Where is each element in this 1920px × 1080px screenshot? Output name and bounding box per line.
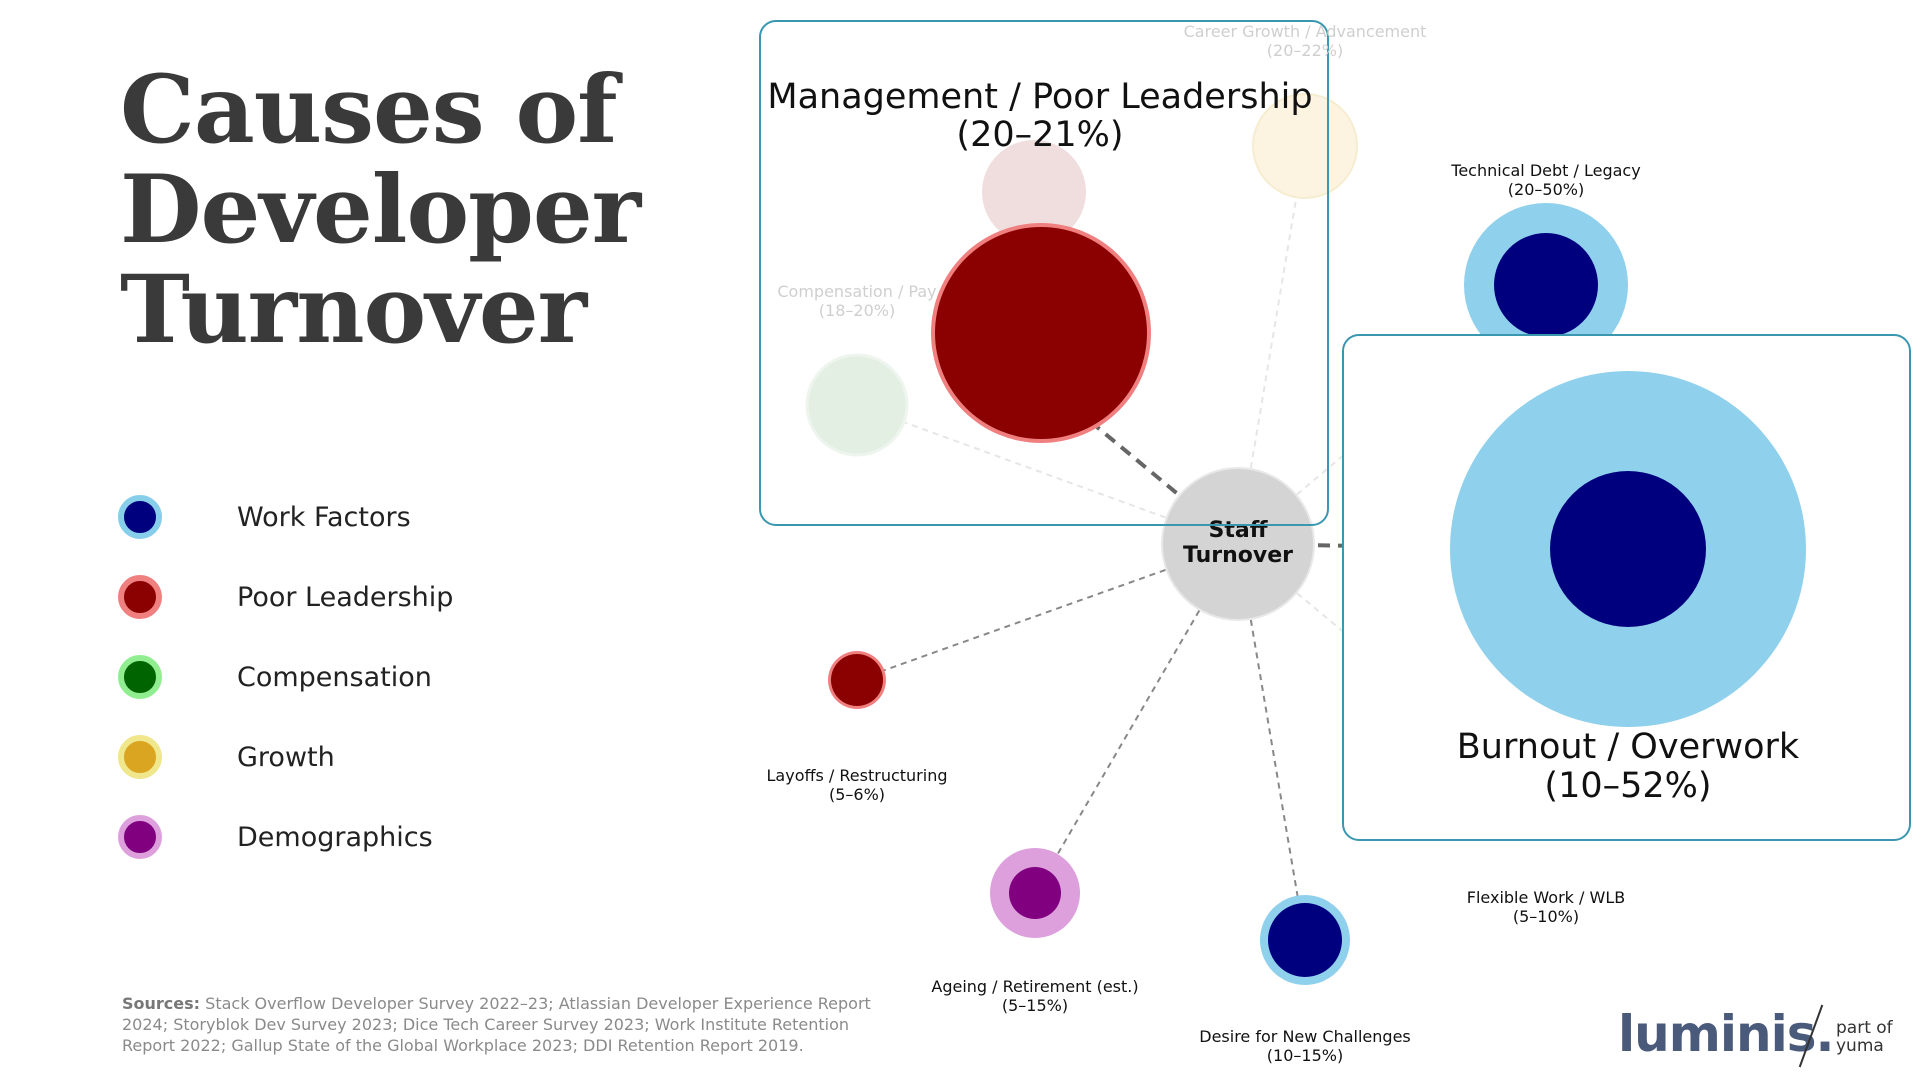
legend-swatch-poor-leadership	[118, 575, 162, 619]
sources-note: Sources: Stack Overflow Developer Survey…	[122, 993, 902, 1056]
legend-swatch-demographics	[118, 815, 162, 859]
title-line-3: Turnover	[120, 255, 587, 365]
label-technical-debt-name: Technical Debt / Legacy	[1450, 161, 1640, 180]
label-management-name: Management / Poor Leadership	[767, 77, 1312, 117]
legend-item-compensation: Compensation	[118, 655, 518, 703]
brand-name: luminis.	[1618, 1005, 1834, 1063]
label-career-growth-name: Career Growth / Advancement	[1184, 22, 1427, 41]
label-layoffs-name: Layoffs / Restructuring	[767, 766, 948, 785]
sources-text: Stack Overflow Developer Survey 2022–23;…	[122, 994, 871, 1055]
legend-swatch-compensation	[118, 655, 162, 699]
brand-sub-line-2: yuma	[1836, 1036, 1884, 1056]
brand-sub: part of yuma	[1836, 1019, 1893, 1055]
node-ageing-core	[1009, 867, 1061, 919]
label-desire-new-challenges-name: Desire for New Challenges	[1199, 1027, 1411, 1046]
brand-sub-line-1: part of	[1836, 1018, 1893, 1038]
label-desire-new-challenges-range: (10–15%)	[1267, 1046, 1343, 1065]
hub-label-line-1: Staff	[1208, 518, 1268, 543]
legend-item-demographics: Demographics	[118, 815, 518, 863]
node-layoffs-core	[831, 654, 883, 706]
node-technical-debt-core	[1494, 233, 1598, 337]
legend-label: Compensation	[237, 662, 432, 693]
hub-label-line-2: Turnover	[1183, 543, 1293, 568]
legend-item-poor-leadership: Poor Leadership	[118, 575, 518, 623]
label-burnout-range: (10–52%)	[1544, 766, 1711, 806]
highlight-box-management	[759, 20, 1329, 526]
node-career-growth	[1252, 93, 1358, 199]
label-flexible-work-range: (5–10%)	[1513, 907, 1579, 926]
title-line-2: Developer	[120, 155, 641, 265]
label-management-range: (20–21%)	[956, 115, 1123, 155]
legend-label: Growth	[237, 742, 335, 773]
label-burnout-name: Burnout / Overwork	[1457, 727, 1800, 767]
page-title: Causes of Developer Turnover	[120, 55, 641, 365]
node-desire-new-challenges-core	[1268, 903, 1342, 977]
legend-item-work-factors: Work Factors	[118, 495, 518, 543]
node-management-core	[935, 227, 1147, 439]
legend-swatch-work-factors	[118, 495, 162, 539]
legend-label: Work Factors	[237, 502, 411, 533]
label-compensation-name: Compensation / Pay	[777, 282, 936, 301]
legend-item-growth: Growth	[118, 735, 518, 783]
legend-label: Demographics	[237, 822, 433, 853]
node-burnout-core	[1550, 471, 1706, 627]
legend-swatch-growth	[118, 735, 162, 779]
label-ageing-range: (5–15%)	[1002, 996, 1068, 1015]
label-flexible-work-name: Flexible Work / WLB	[1467, 888, 1625, 907]
brand-logo: luminis. part of yuma	[1618, 1004, 1893, 1068]
sources-label: Sources:	[122, 994, 201, 1013]
label-layoffs-range: (5–6%)	[829, 785, 885, 804]
node-management-faded-ring	[982, 140, 1086, 244]
label-compensation-range: (18–20%)	[819, 301, 895, 320]
label-career-growth-range: (20–22%)	[1267, 41, 1343, 60]
label-ageing-name: Ageing / Retirement (est.)	[931, 977, 1138, 996]
title-line-1: Causes of	[120, 55, 618, 165]
node-staff-turnover	[1161, 467, 1315, 621]
label-technical-debt-range: (20–50%)	[1508, 180, 1584, 199]
node-compensation-pay	[805, 353, 909, 457]
legend-label: Poor Leadership	[237, 582, 454, 613]
